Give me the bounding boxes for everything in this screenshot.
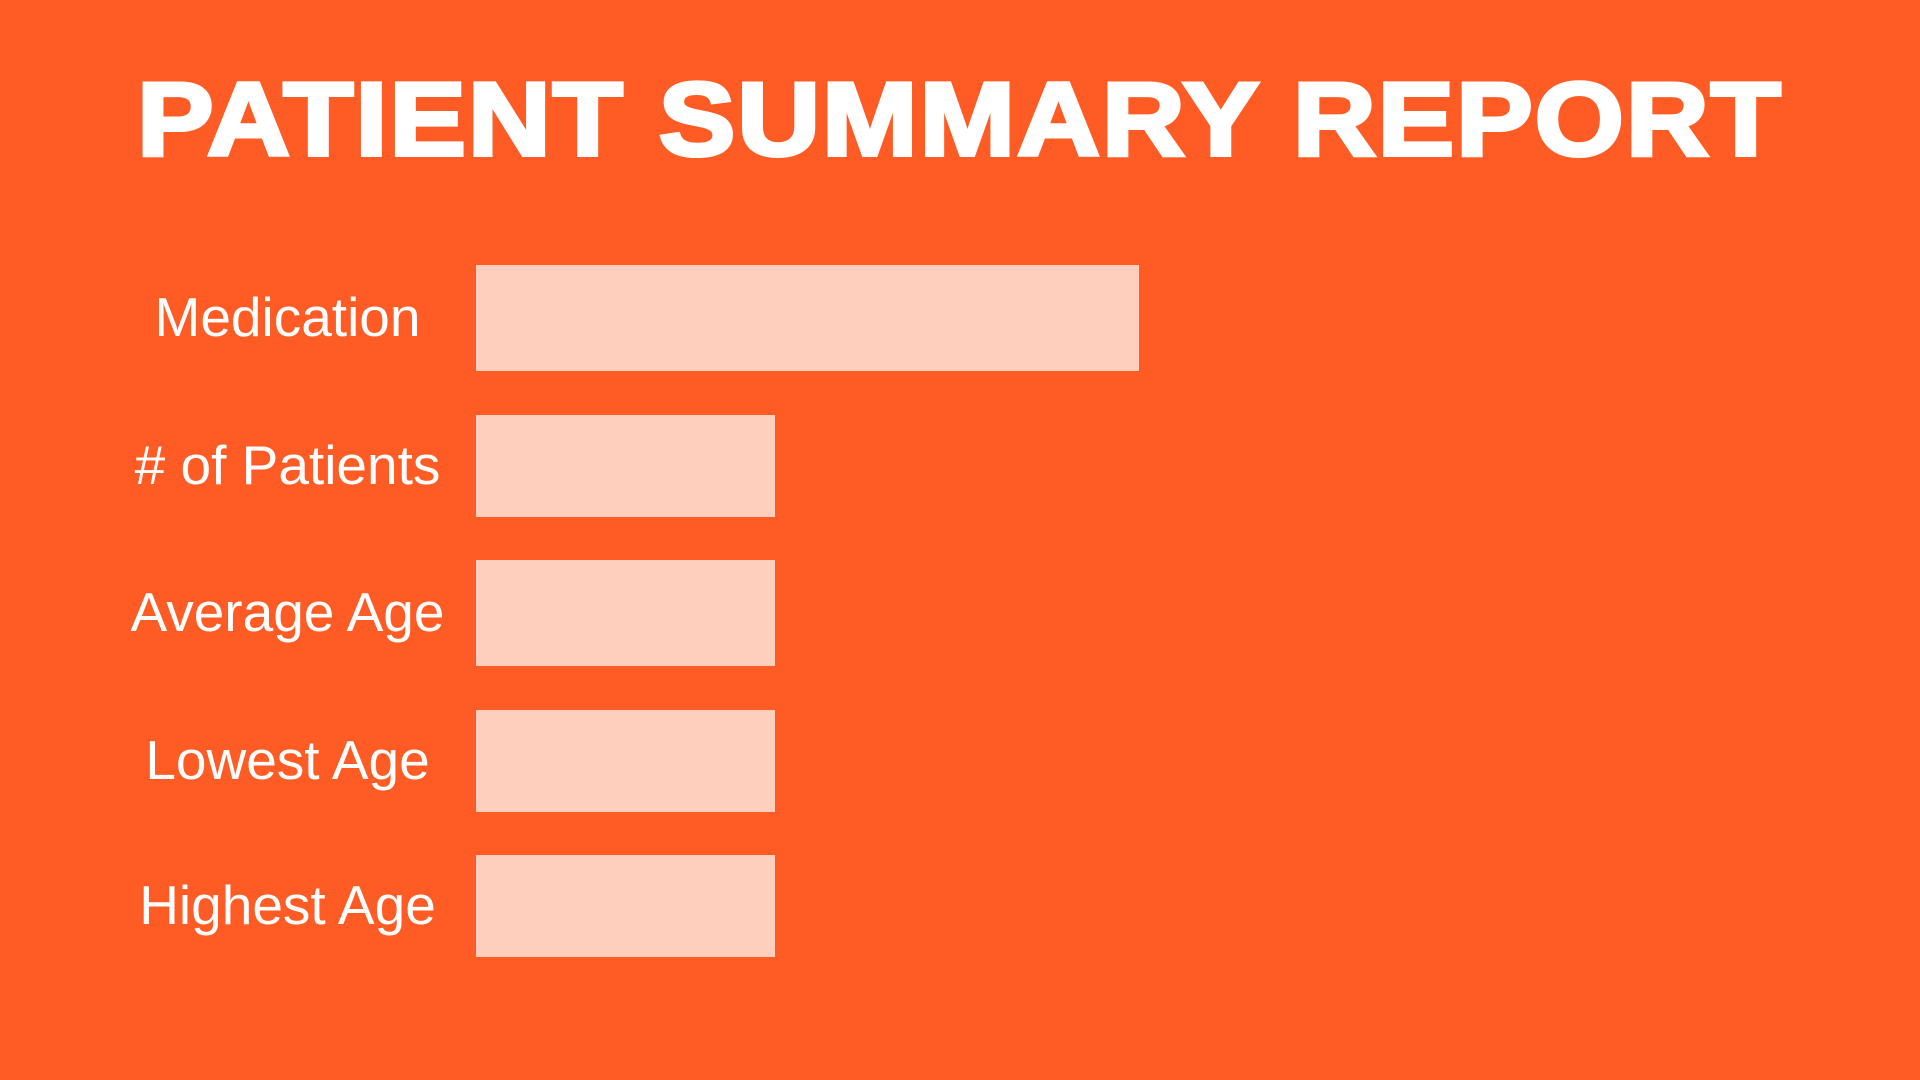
average-age-input[interactable] bbox=[476, 560, 775, 666]
medication-input[interactable] bbox=[476, 265, 1139, 371]
page-title: PATIENT SUMMARY REPORT bbox=[135, 62, 1783, 178]
highest-age-label: Highest Age bbox=[139, 874, 436, 936]
lowest-age-input[interactable] bbox=[476, 710, 775, 812]
average-age-label: Average Age bbox=[130, 581, 445, 643]
patients-count-label: # of Patients bbox=[134, 434, 441, 496]
lowest-age-label: Lowest Age bbox=[145, 729, 430, 791]
patients-count-input[interactable] bbox=[476, 415, 775, 517]
medication-label: Medication bbox=[154, 286, 421, 348]
highest-age-input[interactable] bbox=[476, 855, 775, 957]
